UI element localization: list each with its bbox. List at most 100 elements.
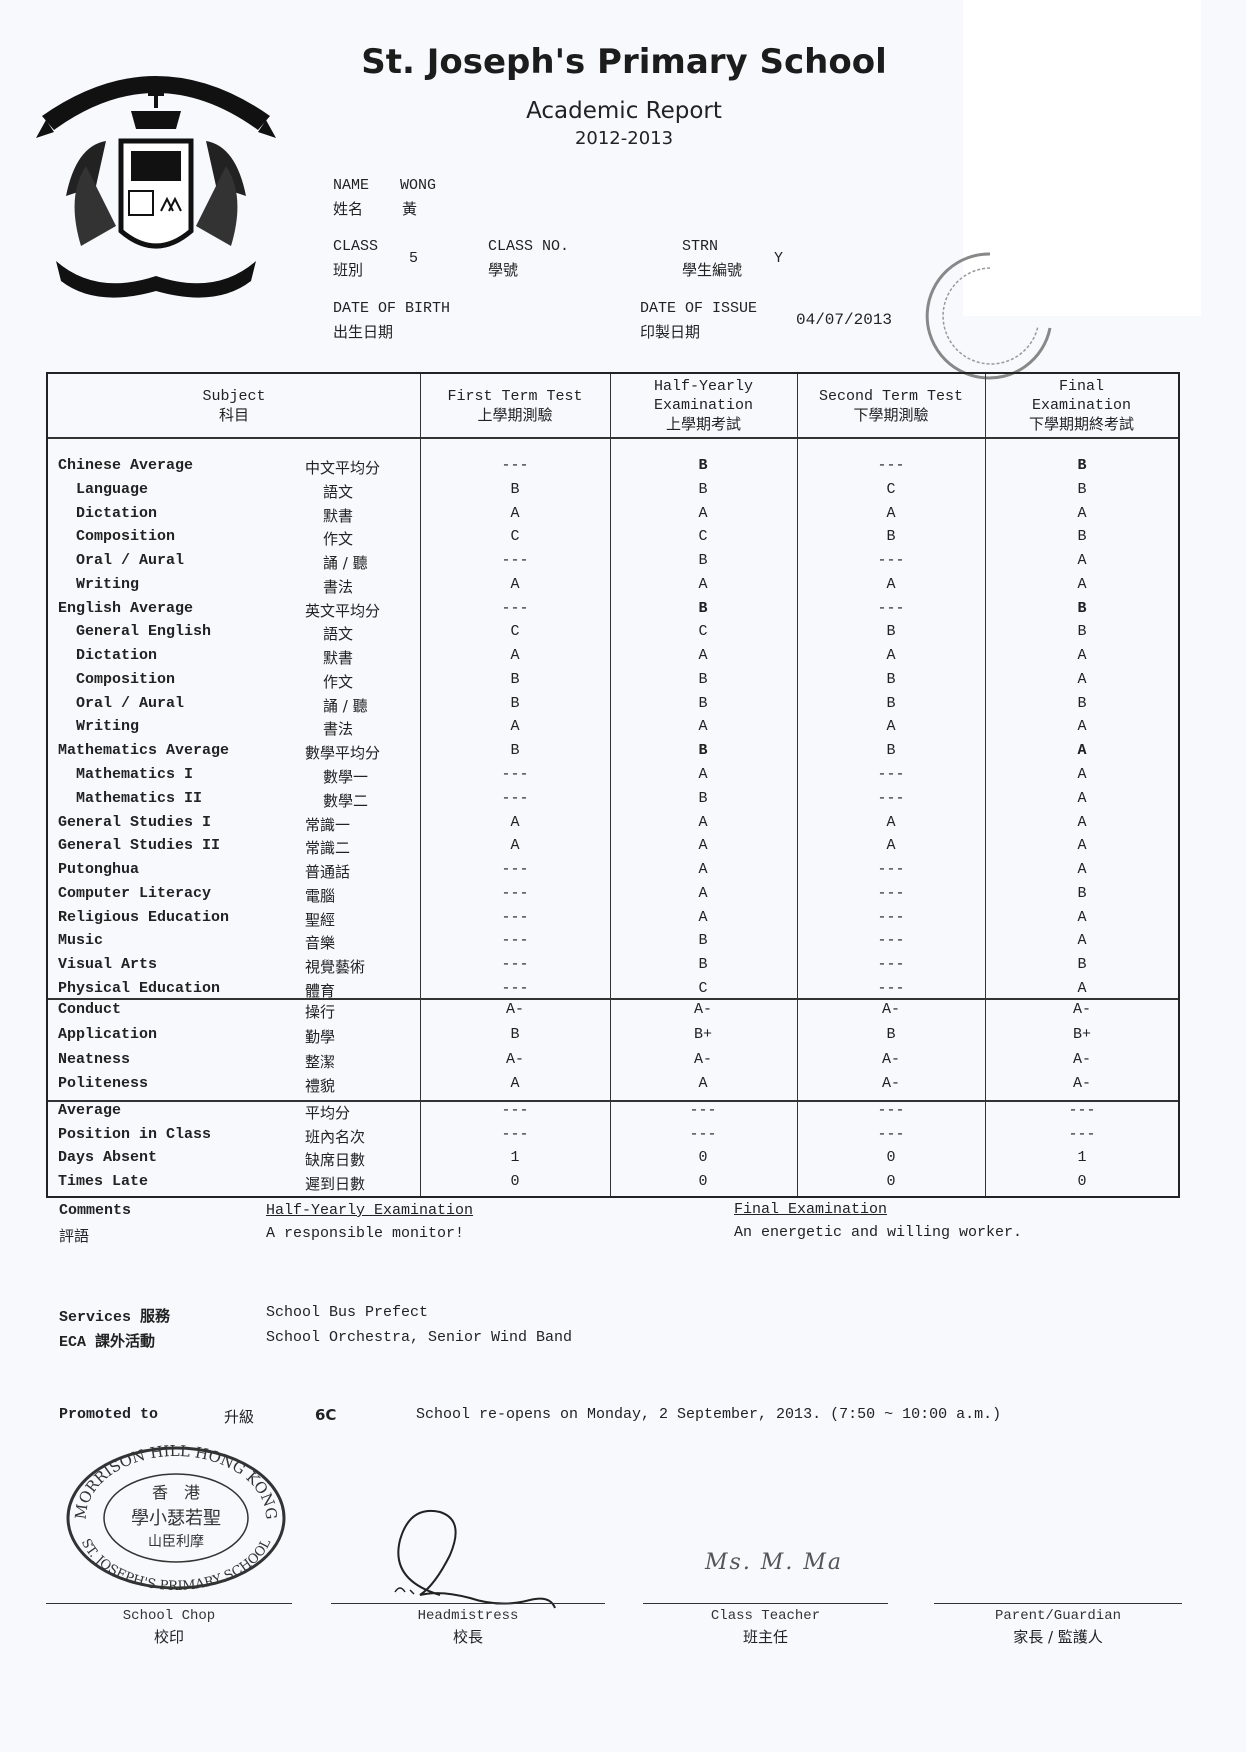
grade-cell: A [510,813,520,831]
column-header-en-2: Examination [653,397,754,414]
grade-cell: A [510,718,520,736]
grade-cell: --- [877,908,905,926]
grade-cell: A [698,647,708,665]
row-label-zh: 常識一 [305,815,351,834]
school-stamp-partial [925,252,1052,380]
comments-label: Comments [59,1202,132,1219]
signature-label-zh: 家長 / 監護人 [1013,1628,1103,1646]
name-label-zh: 姓名 [333,200,364,218]
grade-cell: B [698,599,708,617]
chop-line1: 香 港 [152,1484,200,1503]
grade-cell: B [698,670,708,688]
grade-cell: B [510,480,520,498]
grade-cell: A [1077,575,1087,593]
grade-cell: B [886,670,896,688]
name-zh-value: 黃 [402,200,418,218]
column-header-zh: 上學期考試 [665,415,741,433]
row-label-zh: 缺席日數 [305,1151,366,1170]
grade-cell: 0 [698,1149,708,1167]
row-label-en: General Studies II [58,837,221,855]
row-label-en: English Average [58,599,194,617]
grade-cell: B [1077,599,1087,617]
row-label-en: Oral / Aural [76,694,185,712]
promoted-label-zh: 升級 [224,1408,255,1426]
row-label-en: Days Absent [58,1149,158,1167]
signature-line [643,1603,888,1604]
row-label-en: Writing [76,718,140,736]
grade-cell: --- [501,789,529,807]
grade-cell: --- [877,552,905,570]
grade-cell: A [1077,813,1087,831]
row-label-en: Politeness [58,1075,149,1093]
table-row: General English 語文 C C B B [48,623,1178,645]
grade-cell: A [886,647,896,665]
table-row: English Average 英文平均分 --- B --- B [48,600,1178,622]
grade-cell: --- [689,1102,717,1119]
row-label-zh: 整潔 [305,1052,336,1071]
signature-label-zh: 校印 [153,1628,184,1646]
grade-cell: C [510,623,520,641]
comments-label-zh: 評語 [59,1227,90,1245]
row-label-zh: 禮貌 [305,1077,336,1096]
table-row: Position in Class 班內名次 --- --- --- --- [48,1126,1178,1148]
row-label-zh: 語文 [323,482,354,501]
school-chop-stamp: MORRISON HILL HONG KONG ST. JOSEPH'S PRI… [66,1442,286,1590]
table-row: Mathematics Average 數學平均分 B B B A [48,742,1178,764]
row-label-en: Chinese Average [58,457,194,474]
grade-cell: A [886,718,896,736]
grade-cell: B [886,1025,896,1043]
table-row: Writing 書法 A A A A [48,576,1178,598]
table-row: Mathematics II 數學二 --- B --- A [48,790,1178,812]
grade-cell: B [510,670,520,688]
promoted-label: Promoted to [59,1406,159,1423]
row-label-zh: 常識二 [305,839,351,858]
row-label-zh: 遲到日數 [305,1175,366,1194]
issue-date-value: 04/07/2013 [796,311,893,329]
grade-cell: --- [877,599,905,617]
promoted-class-value: 6C [315,1406,337,1424]
grade-cell: A [1077,908,1087,926]
grade-cell: A [698,575,708,593]
class-no-label-zh: 學號 [488,261,519,279]
services-label: Services 服務 [59,1309,171,1326]
column-header-zh: 下學期測驗 [853,405,929,424]
name-label: NAME [333,177,370,194]
column-header-en: Half-Yearly [653,378,754,395]
grade-cell: --- [1068,1102,1096,1119]
grade-cell: A [886,837,896,855]
grade-cell: --- [877,861,905,879]
column-header-zh: 科目 [218,405,249,424]
signature-label-zh: 校長 [452,1628,483,1646]
row-label-en: Mathematics II [76,789,203,807]
grade-cell: --- [689,1125,717,1143]
grade-cell: --- [501,908,529,926]
strn-label-zh: 學生編號 [682,261,743,279]
dob-label-zh: 出生日期 [333,323,394,341]
eca-value: School Orchestra, Senior Wind Band [266,1329,573,1346]
issue-label-zh: 印製日期 [640,323,701,341]
column-header-en: Subject [202,387,266,405]
row-label-zh: 默書 [323,506,354,525]
grade-cell: --- [877,956,905,974]
grade-cell: A [698,908,708,926]
grade-cell: A [698,504,708,522]
grade-cell: A [1077,979,1087,997]
row-label-en: Conduct [58,1001,122,1018]
table-row: Physical Education 體育 --- C --- A [48,980,1178,1002]
row-label-zh: 誦 / 聽 [323,696,368,715]
grade-cell: B [886,623,896,641]
grades-table: Subject 科目 First Term Test 上學期測驗 Half-Year… [46,372,1180,1198]
grade-cell: --- [501,861,529,879]
signature-label: School Chop 校印 [46,1606,292,1648]
grade-cell: A [1077,742,1087,760]
grade-cell: --- [877,884,905,902]
signature-label-en: Headmistress [417,1608,519,1624]
row-label-zh: 書法 [323,720,354,739]
grade-cell: --- [501,956,529,974]
grade-cell: --- [877,1125,905,1143]
grade-cell: C [698,528,708,546]
table-row: Visual Arts 視覺藝術 --- B --- B [48,956,1178,978]
grade-cell: C [886,480,896,498]
grade-cell: B [1077,528,1087,546]
